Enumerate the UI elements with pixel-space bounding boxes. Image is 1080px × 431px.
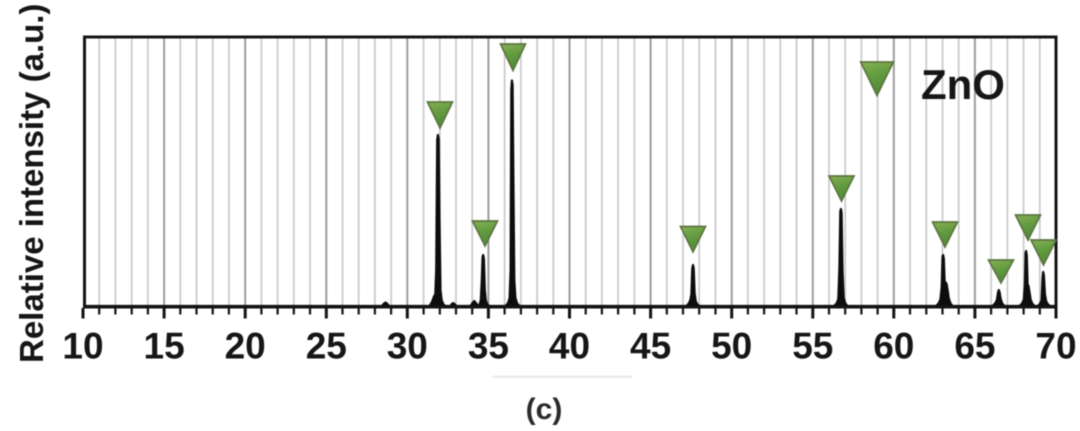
svg-text:45: 45 (630, 326, 671, 367)
svg-text:25: 25 (306, 326, 347, 367)
svg-text:60: 60 (873, 326, 914, 367)
svg-text:15: 15 (144, 326, 185, 367)
svg-text:20: 20 (225, 326, 266, 367)
svg-text:50: 50 (711, 326, 752, 367)
svg-text:ZnO: ZnO (921, 61, 1005, 108)
svg-text:Relative intensity (a.u.): Relative intensity (a.u.) (13, 4, 50, 363)
svg-text:(c): (c) (526, 393, 563, 426)
svg-text:35: 35 (468, 326, 509, 367)
svg-text:55: 55 (792, 326, 833, 367)
svg-text:70: 70 (1035, 326, 1076, 367)
svg-text:30: 30 (387, 326, 428, 367)
svg-text:65: 65 (954, 326, 995, 367)
svg-text:40: 40 (549, 326, 590, 367)
svg-text:10: 10 (62, 326, 103, 367)
